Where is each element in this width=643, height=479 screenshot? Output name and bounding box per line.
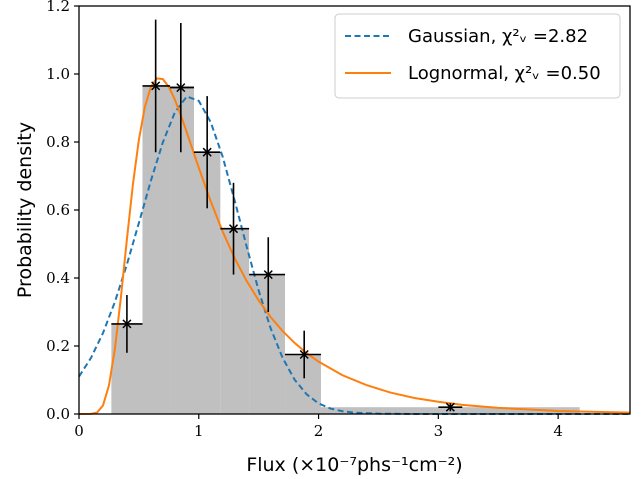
y-tick-label: 0.6 (46, 201, 70, 219)
x-tick-label: 1 (194, 422, 204, 440)
y-tick-label: 0.8 (46, 133, 70, 151)
legend: Gaussian, χ²ᵥ =2.82 Lognormal, χ²ᵥ =0.50 (334, 13, 621, 99)
error-point-1 (111, 295, 143, 353)
data-marker (263, 270, 273, 280)
legend-items: Gaussian, χ²ᵥ =2.82 Lognormal, χ²ᵥ =0.50 (345, 26, 601, 84)
error-point-4 (193, 96, 221, 209)
data-marker (122, 319, 132, 329)
error-point-5 (220, 182, 250, 275)
y-tick-label: 1.0 (46, 65, 70, 83)
legend-label-lognormal: Lognormal, χ²ᵥ =0.50 (408, 63, 601, 84)
data-marker (202, 147, 212, 157)
axis-ticks: 0 1 2 3 4 0.0 0.2 0.4 0.6 0.8 1.0 1.2 (46, 0, 563, 440)
histogram-bar-3 (170, 85, 194, 415)
x-tick-label: 3 (434, 422, 444, 440)
data-marker (228, 224, 239, 234)
legend-box (334, 13, 621, 99)
y-tick-label: 0.0 (46, 405, 70, 423)
error-point-6 (249, 237, 286, 312)
x-axis-title: Flux (×10⁻⁷phs⁻¹cm⁻²) (246, 454, 462, 476)
error-point-3 (170, 23, 194, 153)
fit-curves (78, 77, 631, 415)
y-tick-label: 1.2 (46, 0, 70, 15)
error-bars (111, 19, 463, 412)
histogram-bars (111, 85, 580, 415)
histogram-bar-7 (285, 354, 321, 414)
y-axis-title: Probability density (14, 122, 36, 298)
y-tick-label: 0.4 (46, 269, 70, 287)
error-point-8 (438, 402, 463, 412)
lognormal-fit-curve (78, 77, 631, 415)
legend-label-gaussian: Gaussian, χ²ᵥ =2.82 (408, 26, 588, 47)
x-tick-label: 4 (553, 422, 563, 440)
histogram-bar-6 (249, 274, 286, 414)
data-marker (176, 83, 186, 93)
data-marker (151, 81, 161, 91)
x-tick-label: 0 (74, 422, 84, 440)
error-point-7 (285, 330, 321, 379)
data-marker (445, 402, 455, 412)
y-tick-label: 0.2 (46, 337, 70, 355)
error-point-2 (142, 19, 171, 153)
data-marker (299, 349, 309, 360)
x-tick-label: 2 (314, 422, 324, 440)
